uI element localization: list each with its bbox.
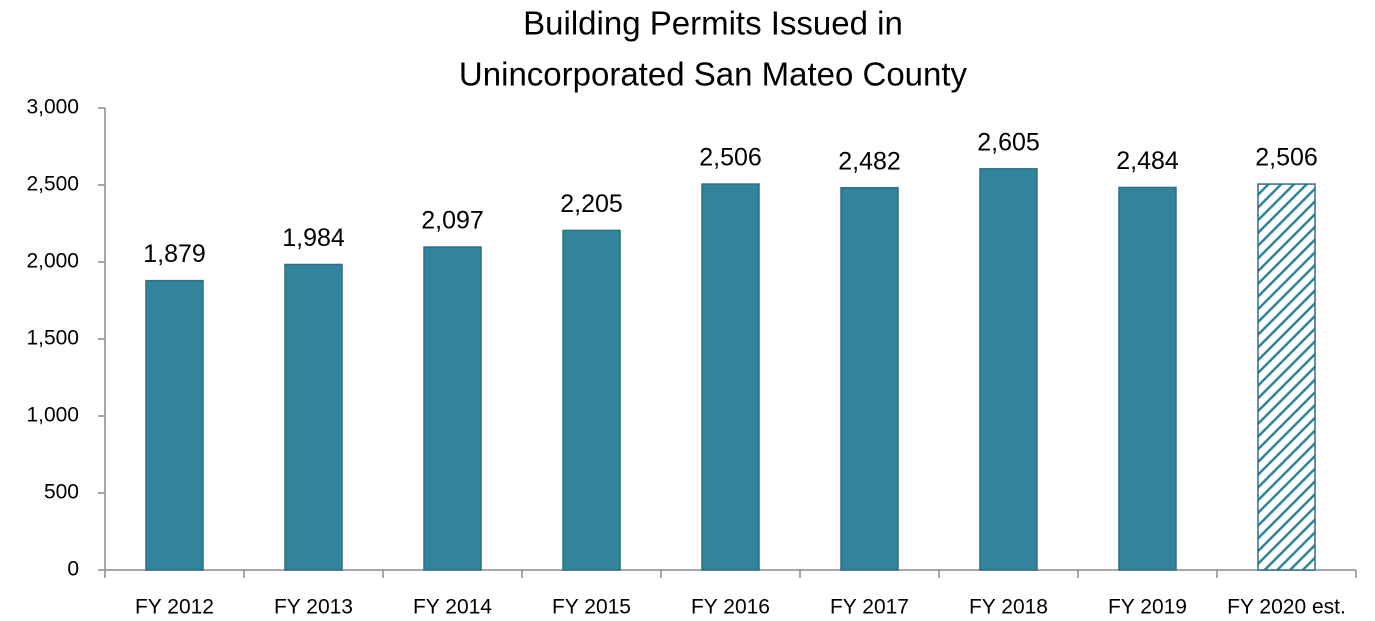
bar	[423, 246, 482, 571]
y-tick-label: 1,000	[26, 404, 79, 427]
value-label: 2,482	[838, 147, 901, 175]
value-label: 2,605	[977, 128, 1040, 156]
value-label: 2,205	[560, 190, 623, 218]
bar	[840, 187, 899, 571]
x-tick-label: FY 2019	[1108, 596, 1187, 619]
y-tick-label: 2,500	[26, 173, 79, 196]
x-tick-label: FY 2018	[969, 596, 1048, 619]
x-tick-label: FY 2012	[135, 596, 214, 619]
chart-title: Unincorporated San Mateo County	[459, 56, 968, 93]
x-tick-label: FY 2020 est.	[1227, 596, 1346, 619]
x-tick-label: FY 2015	[552, 596, 631, 619]
x-tick-label: FY 2017	[830, 596, 909, 619]
bar	[1118, 186, 1177, 571]
y-tick-label: 0	[67, 558, 79, 581]
x-tick-label: FY 2014	[413, 596, 492, 619]
value-label: 1,984	[282, 224, 345, 252]
x-tick-label: FY 2016	[691, 596, 770, 619]
x-tick-label: FY 2013	[274, 596, 353, 619]
y-tick-label: 3,000	[26, 96, 79, 119]
value-label: 2,484	[1116, 147, 1179, 175]
y-tick-label: 1,500	[26, 327, 79, 350]
y-tick-label: 500	[44, 481, 79, 504]
bar	[562, 229, 621, 571]
bar	[1257, 183, 1316, 571]
value-label: 1,879	[143, 240, 206, 268]
chart-title: Building Permits Issued in	[523, 5, 903, 42]
bar	[145, 279, 204, 571]
value-label: 2,506	[1255, 144, 1318, 172]
value-label: 2,097	[421, 207, 484, 235]
bar	[284, 263, 343, 571]
bar	[701, 183, 760, 571]
y-tick-label: 2,000	[26, 250, 79, 273]
bar	[979, 168, 1038, 571]
value-label: 2,506	[699, 144, 762, 172]
